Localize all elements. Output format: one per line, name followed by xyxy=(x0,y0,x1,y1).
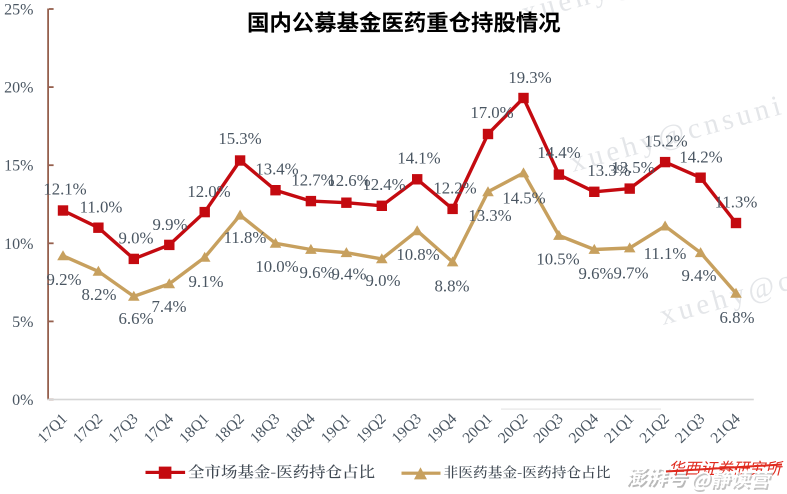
svg-text:9.0%: 9.0% xyxy=(366,271,401,290)
svg-text:12.7%: 12.7% xyxy=(291,170,334,189)
svg-text:6.8%: 6.8% xyxy=(720,308,755,327)
svg-text:14.4%: 14.4% xyxy=(537,143,580,162)
svg-text:9.7%: 9.7% xyxy=(614,263,649,282)
svg-text:11.3%: 11.3% xyxy=(715,192,758,211)
svg-text:11.8%: 11.8% xyxy=(224,228,267,247)
svg-text:9.4%: 9.4% xyxy=(332,264,367,283)
svg-text:8.8%: 8.8% xyxy=(435,276,470,295)
svg-text:13.4%: 13.4% xyxy=(255,159,298,178)
svg-text:11.0%: 11.0% xyxy=(80,197,123,216)
svg-text:9.0%: 9.0% xyxy=(119,228,154,247)
svg-text:10.5%: 10.5% xyxy=(536,249,579,268)
svg-text:12.2%: 12.2% xyxy=(433,178,476,197)
svg-text:9.4%: 9.4% xyxy=(682,266,717,285)
svg-text:15.3%: 15.3% xyxy=(218,129,261,148)
svg-text:6.6%: 6.6% xyxy=(119,309,154,328)
svg-text:12.6%: 12.6% xyxy=(327,171,370,190)
svg-text:13.3%: 13.3% xyxy=(587,161,630,180)
svg-text:10.0%: 10.0% xyxy=(255,257,298,276)
svg-text:9.2%: 9.2% xyxy=(47,270,82,289)
svg-text:17.0%: 17.0% xyxy=(470,103,513,122)
svg-text:20%: 20% xyxy=(4,80,33,97)
svg-text:13.3%: 13.3% xyxy=(468,206,511,225)
svg-text:11.1%: 11.1% xyxy=(644,244,687,263)
svg-text:15.2%: 15.2% xyxy=(644,131,687,150)
svg-text:13.5%: 13.5% xyxy=(611,158,654,177)
svg-text:12.0%: 12.0% xyxy=(187,182,230,201)
svg-text:14.2%: 14.2% xyxy=(679,147,722,166)
svg-text:9.9%: 9.9% xyxy=(153,215,188,234)
svg-text:5%: 5% xyxy=(12,314,33,331)
svg-text:19.3%: 19.3% xyxy=(508,68,551,87)
svg-text:15%: 15% xyxy=(4,158,33,175)
svg-text:25%: 25% xyxy=(4,2,33,19)
svg-text:14.5%: 14.5% xyxy=(502,188,545,207)
svg-text:7.4%: 7.4% xyxy=(152,297,187,316)
svg-text:8.2%: 8.2% xyxy=(82,285,117,304)
svg-text:0%: 0% xyxy=(12,392,33,409)
svg-text:10%: 10% xyxy=(4,236,33,253)
svg-text:9.6%: 9.6% xyxy=(300,263,335,282)
svg-text:12.4%: 12.4% xyxy=(362,175,405,194)
svg-text:12.1%: 12.1% xyxy=(43,179,86,198)
svg-text:10.8%: 10.8% xyxy=(396,245,439,264)
svg-text:9.6%: 9.6% xyxy=(579,264,614,283)
svg-text:9.1%: 9.1% xyxy=(189,272,224,291)
svg-text:14.1%: 14.1% xyxy=(397,148,440,167)
